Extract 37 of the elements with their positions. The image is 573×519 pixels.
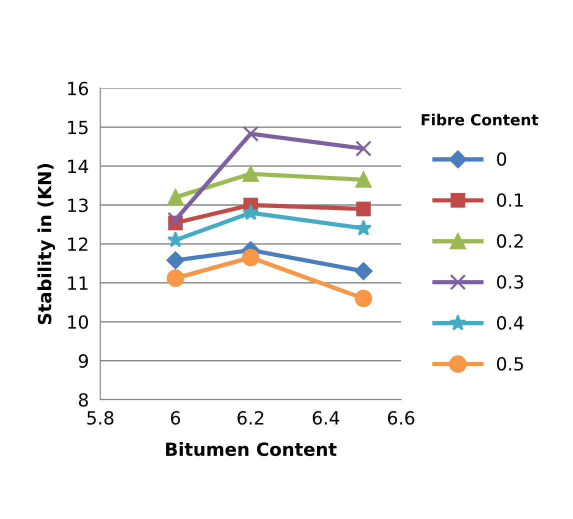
x-tick-label: 6 xyxy=(171,411,180,425)
y-tick-label: 8 xyxy=(78,393,88,407)
point xyxy=(354,262,372,280)
point xyxy=(242,248,260,266)
legend-label: 0.4 xyxy=(497,316,524,330)
point xyxy=(356,140,372,157)
x-tick-label: 6.4 xyxy=(312,411,340,425)
point xyxy=(166,251,184,270)
point xyxy=(242,204,259,220)
point xyxy=(355,220,372,236)
x-axis-title: Bitumen Content xyxy=(166,442,337,456)
y-tick-label: 9 xyxy=(78,354,88,368)
y-tick-label: 10 xyxy=(68,315,88,329)
y-axis-title: Stability in (KN) xyxy=(37,164,56,324)
y-tick-label: 16 xyxy=(68,82,88,96)
legend-label: 0.1 xyxy=(497,193,523,207)
point xyxy=(167,189,184,206)
point xyxy=(166,270,184,287)
y-tick-label: 12 xyxy=(68,237,88,251)
legend-label: 0 xyxy=(497,152,506,166)
point xyxy=(242,126,259,142)
y-tick-label: 14 xyxy=(68,160,88,173)
y-tick-label: 11 xyxy=(68,276,88,290)
y-tick-label: 13 xyxy=(68,198,88,212)
point xyxy=(354,290,372,308)
legend-label: 0.5 xyxy=(497,357,523,371)
point xyxy=(167,212,184,228)
x-tick-label: 6.6 xyxy=(388,411,414,425)
point xyxy=(356,202,371,216)
x-tick-label: 5.8 xyxy=(87,411,114,425)
y-tick-label: 15 xyxy=(68,120,88,134)
legend-title: Fibre Content xyxy=(422,114,538,126)
point xyxy=(356,172,372,188)
legend-label: 0.3 xyxy=(497,275,524,289)
point xyxy=(242,166,259,182)
legend-label: 0.2 xyxy=(497,234,523,248)
x-tick-label: 6.2 xyxy=(238,411,264,425)
